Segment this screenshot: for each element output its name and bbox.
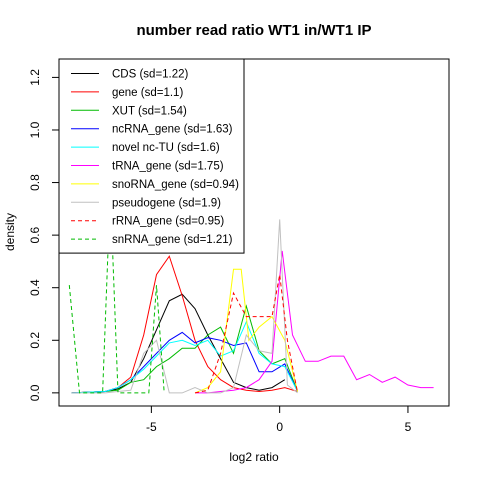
series-line-9 (68, 190, 165, 394)
y-tick-label: 0.6 (28, 226, 42, 243)
series-line-2 (71, 304, 299, 394)
series-line-5 (195, 250, 434, 394)
y-tick-label: 1.0 (28, 121, 42, 138)
x-axis: -5 0 5 (146, 405, 412, 434)
series-layer (68, 190, 434, 394)
legend-label: novel nc-TU (sd=1.6) (112, 142, 220, 154)
series-line-8 (194, 274, 299, 394)
legend-label: XUT (sd=1.54) (112, 105, 187, 117)
legend: CDS (sd=1.22) gene (sd=1.1) XUT (sd=1.54) n… (58, 58, 245, 254)
y-tick-label: 1.2 (28, 69, 42, 86)
series-line-1 (71, 255, 298, 394)
series-line-6 (194, 268, 299, 394)
x-tick-label: -5 (146, 420, 157, 434)
legend-label: snoRNA_gene (sd=0.94) (112, 179, 239, 191)
y-tick-label: 0.2 (28, 332, 42, 349)
y-tick-label: 0.4 (28, 279, 42, 296)
y-tick-label: 0.0 (28, 384, 42, 401)
legend-label: CDS (sd=1.22) (112, 69, 189, 81)
series-line-0 (71, 293, 286, 394)
x-tick-label: 5 (405, 420, 412, 434)
legend-box (58, 58, 245, 254)
y-axis: 0.0 0.2 0.4 0.6 0.8 1.0 1.2 (28, 69, 60, 401)
legend-label: tRNA_gene (sd=1.75) (112, 161, 224, 173)
legend-label: rRNA_gene (sd=0.95) (112, 216, 224, 228)
legend-label: gene (sd=1.1) (112, 87, 183, 99)
x-tick-label: 0 (276, 420, 283, 434)
y-tick-label: 0.8 (28, 174, 42, 191)
x-axis-label: log2 ratio (229, 450, 279, 464)
series-line-7 (71, 219, 298, 394)
legend-label: ncRNA_gene (sd=1.63) (112, 124, 233, 136)
chart-title: number read ratio WT1 in/WT1 IP (136, 22, 371, 39)
y-axis-label: density (3, 213, 17, 251)
legend-label: pseudogene (sd=1.9) (112, 197, 221, 209)
series-line-4 (71, 320, 299, 394)
legend-label: snRNA_gene (sd=1.21) (112, 234, 233, 246)
